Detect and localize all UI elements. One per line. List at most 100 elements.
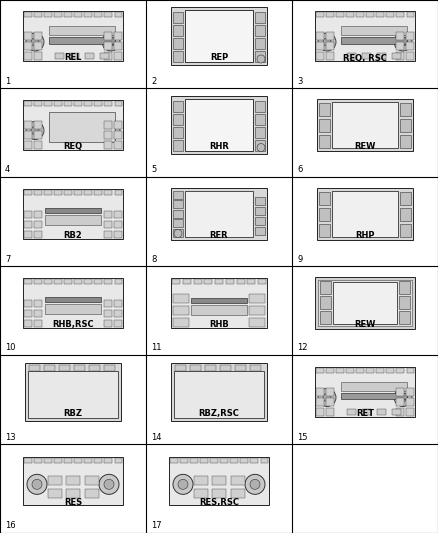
Text: RBZ: RBZ xyxy=(64,409,82,418)
Text: RES: RES xyxy=(64,498,82,507)
Bar xyxy=(396,408,404,416)
Bar xyxy=(173,25,183,36)
Text: RHB,RSC: RHB,RSC xyxy=(52,320,94,329)
Bar xyxy=(24,221,32,228)
Bar xyxy=(74,12,82,17)
Bar xyxy=(191,305,247,315)
Bar xyxy=(255,51,265,62)
Bar xyxy=(23,11,123,61)
Bar xyxy=(104,211,112,217)
Bar xyxy=(240,457,248,463)
Bar xyxy=(366,12,374,17)
Bar xyxy=(169,456,269,505)
Bar xyxy=(316,12,324,17)
Bar xyxy=(55,53,64,59)
Bar xyxy=(406,367,414,373)
Bar xyxy=(64,279,72,284)
Bar xyxy=(24,310,32,317)
Bar xyxy=(362,408,371,415)
Bar xyxy=(171,95,267,154)
Bar xyxy=(215,279,223,284)
Bar xyxy=(23,278,123,327)
Bar xyxy=(24,131,32,139)
Bar xyxy=(114,221,122,228)
Text: RER: RER xyxy=(210,231,228,240)
Bar xyxy=(341,392,407,399)
Bar xyxy=(34,319,42,327)
Bar xyxy=(44,12,52,17)
Text: 1: 1 xyxy=(5,77,10,85)
Bar xyxy=(400,134,411,148)
Bar xyxy=(315,367,415,416)
Text: RHP: RHP xyxy=(355,231,375,240)
Bar xyxy=(396,398,404,406)
Bar xyxy=(317,99,413,150)
Bar xyxy=(104,279,112,284)
Bar xyxy=(255,38,265,49)
Circle shape xyxy=(257,143,265,151)
Bar xyxy=(255,114,265,125)
Bar xyxy=(104,221,112,228)
Bar xyxy=(326,42,334,50)
Bar xyxy=(171,278,267,327)
Bar xyxy=(406,32,414,40)
Bar xyxy=(114,12,122,17)
Bar xyxy=(24,42,32,50)
Bar xyxy=(171,7,267,65)
Bar xyxy=(319,102,330,116)
Bar xyxy=(173,305,189,314)
Bar xyxy=(220,365,231,370)
Bar xyxy=(356,367,364,373)
Bar xyxy=(34,131,42,139)
Circle shape xyxy=(31,38,39,46)
Bar xyxy=(173,190,183,198)
Bar xyxy=(34,101,42,106)
Bar xyxy=(341,26,407,35)
Bar xyxy=(258,279,266,284)
Bar xyxy=(377,408,386,415)
Bar xyxy=(34,310,42,317)
Text: 8: 8 xyxy=(151,254,156,263)
Bar xyxy=(173,51,183,62)
Bar xyxy=(255,25,265,36)
Bar xyxy=(25,362,121,421)
Bar xyxy=(24,52,32,60)
Text: 4: 4 xyxy=(5,166,10,174)
Bar xyxy=(34,300,42,306)
Text: 9: 9 xyxy=(297,254,302,263)
Bar xyxy=(24,141,32,149)
Bar xyxy=(34,42,42,50)
Bar xyxy=(173,12,183,23)
Bar xyxy=(386,367,394,373)
Bar xyxy=(114,131,122,139)
Bar xyxy=(85,101,92,106)
Bar xyxy=(319,134,330,148)
Text: RHB: RHB xyxy=(209,320,229,329)
Bar xyxy=(54,457,62,463)
Bar xyxy=(205,365,216,370)
Bar xyxy=(396,52,404,60)
Bar xyxy=(74,101,82,106)
Bar xyxy=(346,367,353,373)
Bar xyxy=(34,120,42,128)
Bar xyxy=(315,277,415,328)
Bar xyxy=(104,319,112,327)
Bar xyxy=(326,387,334,395)
Bar xyxy=(341,37,407,44)
Bar xyxy=(89,365,100,370)
Bar xyxy=(237,279,244,284)
Bar xyxy=(230,489,244,497)
Bar xyxy=(23,100,123,149)
Bar xyxy=(319,118,330,132)
Bar xyxy=(173,294,189,303)
Bar xyxy=(104,52,112,60)
Bar xyxy=(85,12,92,17)
Bar xyxy=(104,12,112,17)
Bar xyxy=(172,279,180,284)
Bar xyxy=(171,362,267,421)
Bar xyxy=(174,370,264,417)
Text: RB2: RB2 xyxy=(64,231,82,240)
Bar xyxy=(396,42,404,50)
Bar xyxy=(230,457,238,463)
Bar xyxy=(400,118,411,132)
